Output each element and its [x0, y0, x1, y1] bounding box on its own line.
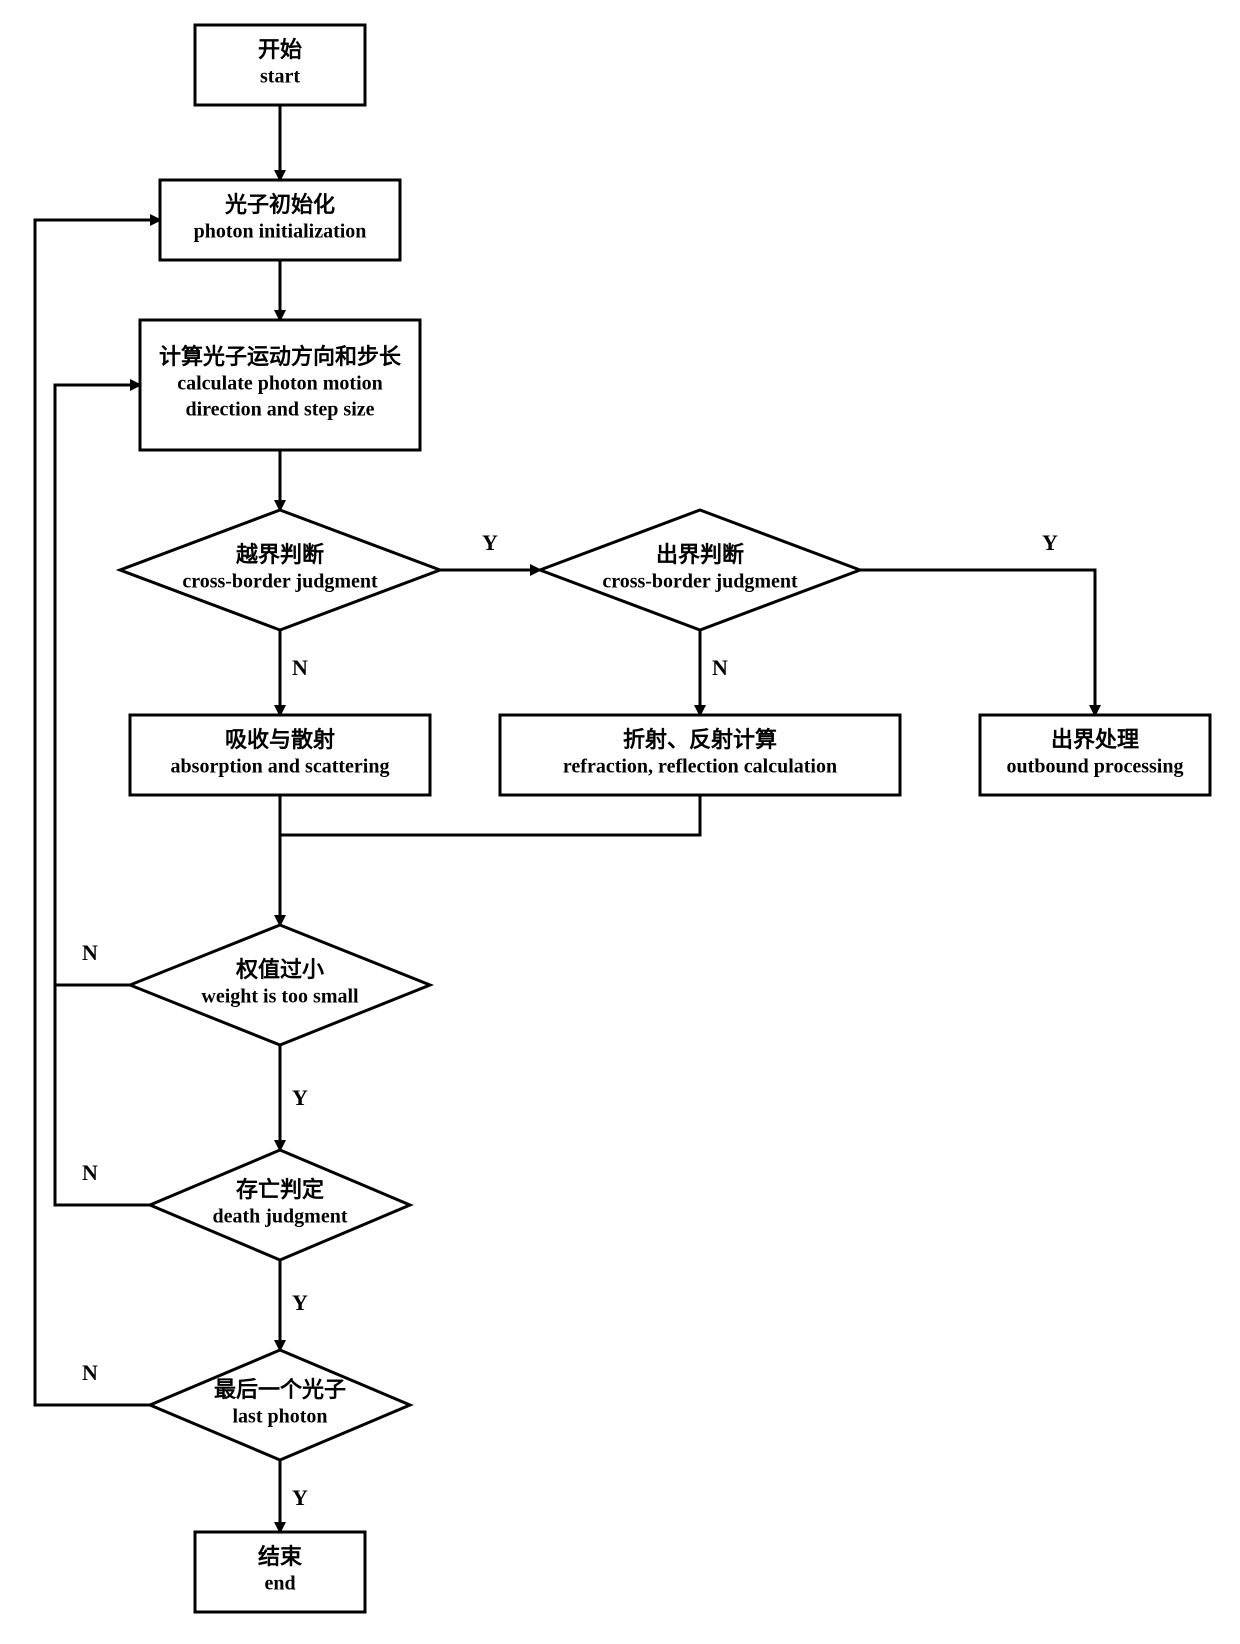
node-start-line0: 开始: [258, 37, 302, 62]
node-calc-line1: calculate photon motion: [177, 373, 383, 395]
edge-label-weight-calc: N: [82, 940, 98, 965]
flowchart-canvas: Y N N Y N Y N Y N Y 开始 start 光子初始化 photon initializat…: [0, 0, 1240, 1644]
node-last-line0: 最后一个光子: [214, 1377, 346, 1402]
edge-label-cross1-cross2: Y: [482, 530, 498, 555]
node-calc-line2: direction and step size: [185, 399, 374, 421]
edge-label-cross2-outbound: Y: [1042, 530, 1058, 555]
edge-label-death-calc: N: [82, 1160, 98, 1185]
node-end: 结束 end: [195, 1532, 365, 1612]
edge-label-weight-death: Y: [292, 1085, 308, 1110]
edge-label-cross1-absorb: N: [292, 655, 308, 680]
node-refract: 折射、反射计算 refraction, reflection calculatio…: [500, 715, 900, 795]
node-death-line1: death judgment: [212, 1206, 347, 1228]
edge-label-last-init: N: [82, 1360, 98, 1385]
node-refract-line1: refraction, reflection calculation: [563, 756, 837, 778]
edge-label-death-last: Y: [292, 1290, 308, 1315]
node-death-line0: 存亡判定: [236, 1177, 324, 1202]
node-outbound-line1: outbound processing: [1007, 756, 1184, 778]
node-cross1-line1: cross-border judgment: [182, 571, 378, 593]
node-calc: 计算光子运动方向和步长 calculate photon motion direct…: [140, 320, 420, 450]
node-start-line1: start: [260, 66, 300, 88]
node-outbound: 出界处理 outbound processing: [980, 715, 1210, 795]
edge-label-cross2-refract: N: [712, 655, 728, 680]
node-cross2-line1: cross-border judgment: [602, 571, 798, 593]
node-end-line0: 结束: [258, 1544, 303, 1569]
node-weight-line0: 权值过小: [235, 957, 324, 982]
node-last-line1: last photon: [232, 1406, 327, 1428]
node-init-line0: 光子初始化: [224, 192, 335, 217]
node-init: 光子初始化 photon initialization: [160, 180, 400, 260]
edge-label-last-end: Y: [292, 1485, 308, 1510]
node-end-line1: end: [264, 1573, 295, 1595]
node-weight-line1: weight is too small: [201, 986, 359, 1008]
node-cross2-line0: 出界判断: [656, 542, 744, 567]
node-calc-line0: 计算光子运动方向和步长: [159, 344, 402, 369]
node-refract-line0: 折射、反射计算: [623, 727, 777, 752]
node-cross1-line0: 越界判断: [235, 542, 324, 567]
node-absorb: 吸收与散射 absorption and scattering: [130, 715, 430, 795]
node-init-line1: photon initialization: [194, 221, 367, 243]
node-start: 开始 start: [195, 25, 365, 105]
node-absorb-line1: absorption and scattering: [171, 756, 390, 778]
node-absorb-line0: 吸收与散射: [225, 727, 335, 752]
node-outbound-line0: 出界处理: [1051, 727, 1139, 752]
